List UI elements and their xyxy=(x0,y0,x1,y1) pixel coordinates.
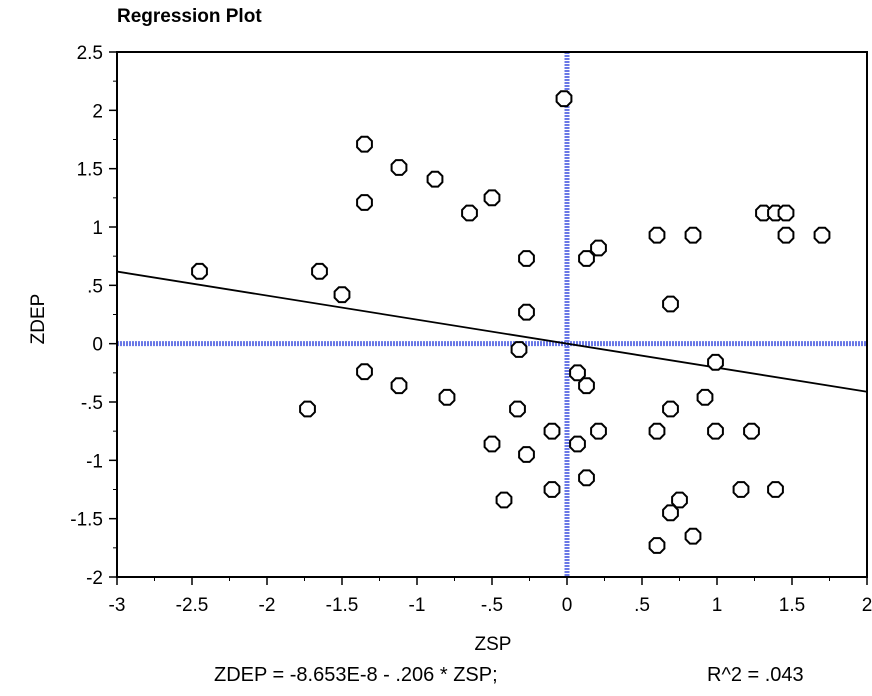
y-axis-label: ZDEP xyxy=(28,294,49,345)
regression-line xyxy=(116,270,868,393)
x-tick-label: 1.5 xyxy=(779,595,805,616)
data-point xyxy=(648,537,666,554)
data-point xyxy=(777,204,795,222)
data-point xyxy=(777,226,795,244)
y-tick-label: -2 xyxy=(86,568,103,589)
data-point xyxy=(356,363,373,381)
data-point xyxy=(461,204,478,222)
data-point xyxy=(311,262,328,280)
data-point xyxy=(390,159,408,176)
y-tick-label: 1 xyxy=(92,218,103,239)
data-point xyxy=(696,388,714,406)
data-point xyxy=(578,377,595,395)
data-point xyxy=(590,422,607,440)
y-tick-label: 1.5 xyxy=(77,160,103,181)
data-point xyxy=(483,189,501,207)
data-point xyxy=(707,353,724,371)
y-tick-label: 2.5 xyxy=(77,43,103,64)
data-point xyxy=(662,295,679,313)
y-tick-label: .5 xyxy=(87,276,103,297)
regression-equation: ZDEP = -8.653E-8 - .206 * ZSP; xyxy=(214,664,498,686)
data-point xyxy=(743,422,760,440)
data-point xyxy=(356,135,373,153)
data-point xyxy=(555,90,573,108)
r-squared: R^2 = .043 xyxy=(707,664,804,686)
data-point xyxy=(813,226,831,244)
x-tick-label: 2 xyxy=(862,595,872,616)
x-tick-label: -.5 xyxy=(481,595,503,616)
x-axis-label: ZSP xyxy=(475,634,512,655)
data-point xyxy=(569,364,586,382)
chart-title: Regression Plot xyxy=(117,6,262,27)
data-point xyxy=(390,377,408,395)
y-tick-label: 2 xyxy=(92,101,103,122)
x-tick-label: .5 xyxy=(634,595,650,616)
data-point xyxy=(684,226,702,244)
data-point xyxy=(662,400,679,418)
x-tick-label: -1.5 xyxy=(326,595,359,616)
data-point xyxy=(767,481,784,498)
x-tick-label: 1 xyxy=(712,595,723,616)
data-point xyxy=(333,286,351,304)
y-tick-label: 0 xyxy=(92,335,103,356)
data-point xyxy=(509,400,526,418)
data-point xyxy=(518,250,535,267)
data-point xyxy=(483,435,501,453)
data-point xyxy=(684,527,702,545)
x-tick-label: 0 xyxy=(562,595,573,616)
y-tick-label: -1 xyxy=(86,451,103,472)
data-point xyxy=(356,194,373,211)
data-point xyxy=(518,303,535,321)
data-point xyxy=(495,491,513,509)
data-point xyxy=(543,481,561,498)
data-point xyxy=(438,388,456,406)
data-point xyxy=(648,422,666,440)
y-tick-label: -1.5 xyxy=(70,510,103,531)
data-point xyxy=(590,239,607,257)
y-tick-label: -.5 xyxy=(81,393,103,414)
data-point xyxy=(707,422,724,440)
data-point xyxy=(543,422,561,440)
data-point xyxy=(191,262,208,280)
data-point xyxy=(569,435,586,453)
data-point xyxy=(299,400,316,418)
data-point xyxy=(518,446,535,463)
data-point xyxy=(648,226,666,244)
data-point xyxy=(671,491,688,509)
data-point xyxy=(510,341,528,358)
data-point xyxy=(578,250,595,267)
data-point xyxy=(578,469,595,487)
x-tick-label: -3 xyxy=(109,595,126,616)
data-point xyxy=(732,481,750,498)
x-tick-label: -1 xyxy=(409,595,426,616)
plot-frame xyxy=(116,51,868,578)
x-tick-label: -2.5 xyxy=(176,595,209,616)
x-tick-label: -2 xyxy=(259,595,276,616)
data-point xyxy=(426,170,444,188)
